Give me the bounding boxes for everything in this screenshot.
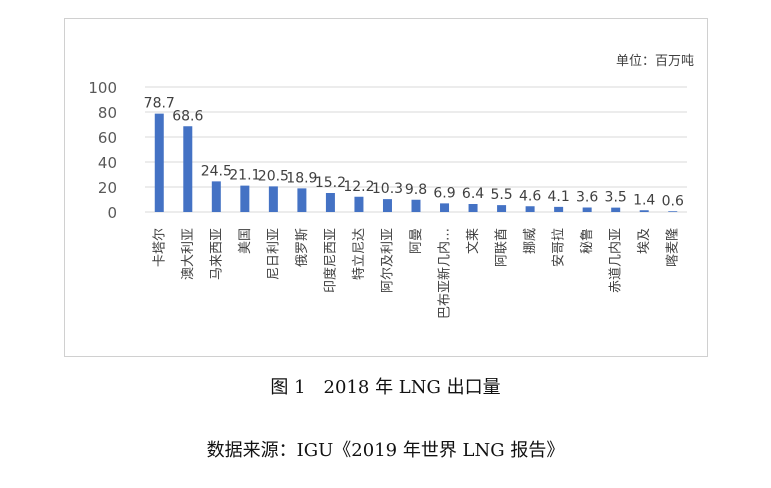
data-label: 10.3 xyxy=(372,181,403,197)
category-label: 特立尼达 xyxy=(352,228,367,280)
data-label: 1.4 xyxy=(633,192,655,208)
bar xyxy=(382,199,392,212)
bar xyxy=(497,205,507,212)
category-label: 挪威 xyxy=(523,228,538,254)
category-label: 安哥拉 xyxy=(552,228,567,267)
category-label: 马来西亚 xyxy=(209,228,224,280)
bar xyxy=(411,199,421,212)
category-label: 埃及 xyxy=(637,228,652,254)
bar xyxy=(268,186,278,212)
y-tick-label: 100 xyxy=(88,79,117,97)
bar xyxy=(297,188,307,212)
category-label: 阿曼 xyxy=(409,228,424,254)
bar xyxy=(639,210,649,212)
data-label: 5.5 xyxy=(490,187,512,203)
data-label: 15.2 xyxy=(315,175,346,191)
category-label: 尼日利亚 xyxy=(266,228,281,280)
y-tick-label: 60 xyxy=(98,129,117,147)
bar xyxy=(354,196,364,212)
category-label: 澳大利亚 xyxy=(180,228,196,280)
data-label: 24.5 xyxy=(201,163,232,179)
data-label: 18.9 xyxy=(286,170,317,186)
chart-frame: 0 20 40 60 80 100 78.7 卡塔尔 68.6 澳大利亚 24.5 马来西亚 21.1 美… xyxy=(64,18,708,357)
data-label: 9.8 xyxy=(405,182,427,198)
bar-chart: 0 20 40 60 80 100 78.7 卡塔尔 68.6 澳大利亚 24.5 马来西亚 21.1 美… xyxy=(88,79,687,319)
y-tick-label: 80 xyxy=(98,104,117,122)
data-label: 4.6 xyxy=(519,188,541,204)
category-label: 阿尔及利亚 xyxy=(380,228,395,293)
bar xyxy=(325,193,335,212)
category-label: 印度尼西亚 xyxy=(322,228,338,293)
category-label: 喀麦隆 xyxy=(665,228,681,267)
bar xyxy=(468,204,478,212)
data-label: 3.5 xyxy=(605,190,627,206)
unit-label: 单位：百万吨 xyxy=(616,54,695,69)
data-label: 68.6 xyxy=(172,108,203,124)
category-label: 秘鲁 xyxy=(580,228,595,254)
bar xyxy=(183,126,193,212)
data-label: 6.9 xyxy=(433,185,455,201)
data-label: 20.5 xyxy=(258,168,289,184)
bar xyxy=(154,113,164,212)
data-label: 4.1 xyxy=(547,189,569,205)
data-label: 12.2 xyxy=(343,179,374,195)
bar xyxy=(211,181,221,212)
y-tick-label: 0 xyxy=(107,204,117,222)
bar xyxy=(582,207,592,212)
data-label: 0.6 xyxy=(662,193,684,209)
data-label: 78.7 xyxy=(144,96,175,112)
figure-source: 数据来源：IGU《2019 年世界 LNG 报告》 xyxy=(206,440,565,461)
y-tick-label: 20 xyxy=(98,179,117,197)
category-label: 巴布亚新几内… xyxy=(437,228,453,319)
data-label: 21.1 xyxy=(229,168,260,184)
category-label: 文莱 xyxy=(466,228,481,254)
bar xyxy=(525,206,535,212)
category-label: 卡塔尔 xyxy=(152,228,167,267)
data-label: 3.6 xyxy=(576,190,598,206)
bar xyxy=(554,206,564,212)
category-label: 阿联酋 xyxy=(494,228,510,267)
figure-caption: 图 1 2018 年 LNG 出口量 xyxy=(270,377,501,398)
category-label: 赤道几内亚 xyxy=(608,228,624,293)
bar xyxy=(611,207,621,212)
category-label: 美国 xyxy=(238,228,253,254)
bar xyxy=(440,203,450,212)
bar xyxy=(240,185,250,212)
y-tick-label: 40 xyxy=(98,154,117,172)
category-label: 俄罗斯 xyxy=(295,228,310,267)
bar xyxy=(668,211,678,212)
data-label: 6.4 xyxy=(462,186,484,202)
